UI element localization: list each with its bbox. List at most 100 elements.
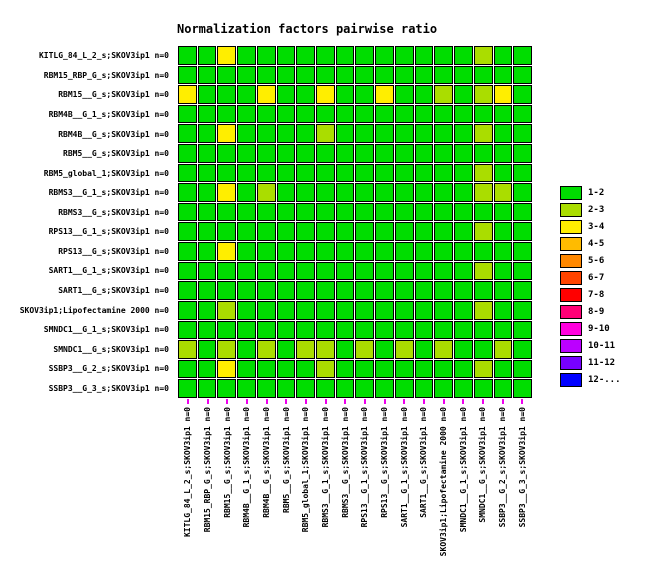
heatmap-cell (473, 359, 493, 379)
heatmap-cell (454, 261, 473, 281)
heatmap-cell (454, 320, 473, 340)
heatmap-cell (316, 261, 335, 281)
heatmap-cell (335, 300, 355, 320)
heatmap-cell (276, 340, 296, 359)
heatmap-cell (237, 65, 256, 85)
heatmap-cell (178, 202, 197, 222)
heatmap-cell (434, 202, 454, 222)
x-axis-tick (296, 399, 316, 405)
heatmap-cell (513, 320, 532, 340)
x-axis-tick (237, 399, 257, 405)
heatmap-cell (434, 242, 454, 261)
y-axis-label: SMNDC1__G_s;SKOV3ip1 n=0 (53, 344, 169, 354)
heatmap-cell (256, 65, 276, 85)
heatmap-cell (493, 124, 513, 144)
x-axis-label: RBM5_global_1;SKOV3ip1 n=0 (296, 407, 316, 567)
heatmap-cell (276, 281, 296, 300)
heatmap-cell (335, 183, 355, 202)
heatmap-cell (473, 222, 493, 242)
heatmap-cell (454, 359, 473, 379)
heatmap-cell (394, 281, 414, 300)
heatmap-cell (434, 65, 454, 85)
heatmap-cell (197, 65, 217, 85)
legend-swatch (560, 254, 582, 268)
heatmap-cell (237, 340, 256, 359)
heatmap-cell (276, 379, 296, 398)
x-axis-tick (335, 399, 355, 405)
heatmap-cell (414, 379, 434, 398)
heatmap-cell (493, 379, 513, 398)
heatmap-cell (414, 281, 434, 300)
tick-mark (422, 399, 425, 404)
heatmap-cell (335, 281, 355, 300)
heatmap-cell (434, 300, 454, 320)
x-axis-label: RBM5__G_s;SKOV3ip1 n=0 (276, 407, 296, 567)
heatmap-cell (513, 65, 532, 85)
heatmap-cell (316, 104, 335, 124)
heatmap-cell (454, 104, 473, 124)
heatmap-cell (375, 281, 394, 300)
heatmap-cell (473, 65, 493, 85)
heatmap-cell (454, 124, 473, 144)
heatmap-cell (414, 85, 434, 104)
legend-entry: 6-7 (560, 271, 621, 285)
heatmap-cell (493, 144, 513, 163)
legend-swatch (560, 271, 582, 285)
heatmap-cell (394, 261, 414, 281)
heatmap-cell (473, 379, 493, 398)
heatmap-cell (454, 202, 473, 222)
x-axis-label: RBMS3__G_s;SKOV3ip1 n=0 (335, 407, 355, 567)
heatmap-cell (217, 300, 237, 320)
legend-swatch (560, 305, 582, 319)
heatmap-cell (217, 320, 237, 340)
heatmap-cell (493, 340, 513, 359)
heatmap-cell (197, 320, 217, 340)
heatmap-cell (355, 46, 375, 65)
y-axis-label: SSBP3__G_2_s;SKOV3ip1 n=0 (48, 364, 169, 374)
heatmap-cell (256, 163, 276, 183)
heatmap-cell (434, 261, 454, 281)
heatmap-cell (493, 163, 513, 183)
legend-label: 10-11 (588, 341, 616, 351)
heatmap-cell (256, 379, 276, 398)
x-axis-label-text: RBMS3__G_1_s;SKOV3ip1 n=0 (321, 407, 331, 528)
y-axis-label: RBMS3__G_1_s;SKOV3ip1 n=0 (48, 188, 169, 198)
legend-swatch (560, 288, 582, 302)
legend-entry: 5-6 (560, 254, 621, 268)
y-axis-label: RBM15_RBP_G_s;SKOV3ip1 n=0 (43, 70, 169, 80)
legend-entry: 4-5 (560, 237, 621, 251)
heatmap-cell (513, 163, 532, 183)
tick-mark (265, 399, 268, 404)
x-axis-label: SART1__G_s;SKOV3ip1 n=0 (414, 407, 434, 567)
tick-mark (285, 399, 288, 404)
heatmap-cell (316, 281, 335, 300)
heatmap-cell (493, 242, 513, 261)
heatmap-cell (276, 300, 296, 320)
heatmap-cell (276, 222, 296, 242)
heatmap-cell (276, 85, 296, 104)
heatmap-cell (493, 281, 513, 300)
heatmap-cell (493, 300, 513, 320)
heatmap-cell (217, 261, 237, 281)
heatmap-cell (513, 379, 532, 398)
heatmap-cell (355, 202, 375, 222)
heatmap-cell (335, 261, 355, 281)
heatmap-cell (276, 183, 296, 202)
heatmap-grid (178, 46, 532, 398)
legend-label: 2-3 (588, 205, 605, 215)
legend-label: 12-... (588, 375, 621, 385)
heatmap-cell (473, 104, 493, 124)
tick-mark (344, 399, 347, 404)
tick-mark (442, 399, 445, 404)
heatmap-cell (178, 124, 197, 144)
heatmap-cell (256, 104, 276, 124)
heatmap-cell (414, 46, 434, 65)
y-axis-label: RBM4B__G_s;SKOV3ip1 n=0 (58, 129, 169, 139)
heatmap-cell (513, 124, 532, 144)
heatmap-cell (237, 104, 256, 124)
y-axis-label: RBM5_global_1;SKOV3ip1 n=0 (43, 168, 169, 178)
heatmap-cell (394, 85, 414, 104)
legend-entry: 11-12 (560, 356, 621, 370)
heatmap-cell (473, 340, 493, 359)
heatmap-cell (414, 320, 434, 340)
